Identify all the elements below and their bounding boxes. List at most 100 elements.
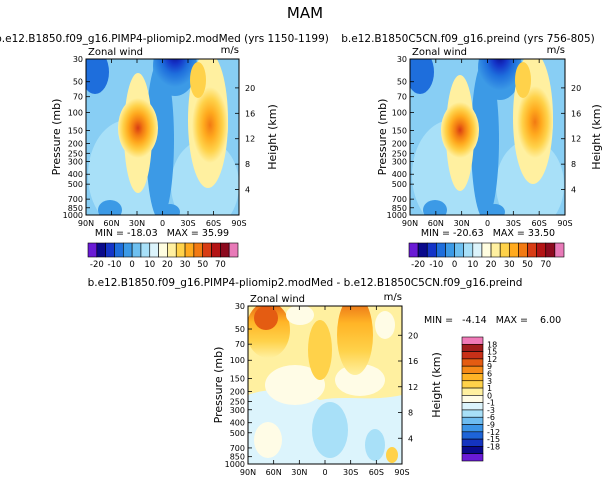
colorbar-box bbox=[193, 242, 204, 258]
x-tick-label: 60S bbox=[206, 219, 221, 228]
colorbar-box bbox=[175, 242, 186, 258]
y-right-tick-label: 20 bbox=[245, 84, 255, 93]
colorbar-box bbox=[461, 438, 484, 447]
panel-1-zonal-label: Zonal wind bbox=[88, 47, 143, 58]
x-tick-label: 0 bbox=[160, 219, 165, 228]
y-tick-label: 50 bbox=[397, 78, 407, 87]
colorbar-box bbox=[461, 431, 484, 440]
y-right-tick-label: 4 bbox=[245, 186, 250, 195]
colorbar-box bbox=[426, 242, 437, 258]
y-right-tick-label: 12 bbox=[408, 383, 418, 392]
x-tick-label: 60N bbox=[428, 219, 444, 228]
panel-3-units: m/s bbox=[384, 292, 402, 303]
y-tick-label: 70 bbox=[235, 340, 245, 349]
y-tick-label: 1000 bbox=[387, 211, 407, 220]
colorbar-box bbox=[508, 242, 519, 258]
x-tick-label: 90S bbox=[557, 219, 572, 228]
colorbar-label: -18 bbox=[487, 442, 500, 451]
colorbar-label: 0 bbox=[452, 260, 457, 270]
panel-2-ylabel-right: Height (km) bbox=[590, 104, 603, 170]
x-tick-label: 60N bbox=[266, 468, 282, 477]
colorbar-label: 30 bbox=[180, 260, 191, 270]
y-right-tick-label: 20 bbox=[408, 331, 418, 340]
y-tick-label: 850 bbox=[230, 453, 245, 462]
colorbar-box bbox=[463, 242, 474, 258]
colorbar-box bbox=[461, 380, 484, 389]
x-tick-label: 90N bbox=[402, 219, 418, 228]
colorbar-box bbox=[408, 242, 419, 258]
y-right-tick-label: 16 bbox=[408, 357, 418, 366]
y-tick-label: 150 bbox=[230, 375, 245, 384]
panel-1-ylabel-right: Height (km) bbox=[266, 104, 279, 170]
y-right-tick-label: 8 bbox=[245, 160, 250, 169]
x-tick-label: 30N bbox=[454, 219, 470, 228]
colorbar-label: -20 bbox=[411, 260, 425, 270]
colorbar-box bbox=[417, 242, 428, 258]
y-tick-label: 700 bbox=[230, 444, 245, 453]
y-tick-label: 250 bbox=[230, 398, 245, 407]
colorbar-box bbox=[87, 242, 98, 258]
colorbar-box bbox=[158, 242, 168, 258]
y-tick-label: 50 bbox=[235, 325, 245, 334]
colorbar-box bbox=[554, 242, 565, 258]
panel-3-field bbox=[248, 306, 402, 464]
colorbar-label: -10 bbox=[108, 260, 122, 270]
colorbar-label: -3 bbox=[487, 406, 495, 415]
panel-1-field bbox=[86, 59, 239, 215]
colorbar-box bbox=[461, 373, 484, 382]
panel-2-stats: MIN = -20.63 MAX = 33.50 bbox=[421, 228, 555, 239]
panel-3-zonal-label: Zonal wind bbox=[250, 294, 305, 305]
colorbar-box bbox=[436, 242, 446, 258]
y-tick-label: 100 bbox=[68, 109, 83, 118]
colorbar-box bbox=[454, 242, 465, 258]
panel-2-field bbox=[410, 59, 565, 215]
colorbar-label: 6 bbox=[487, 369, 492, 378]
panel-1-units: m/s bbox=[221, 45, 239, 56]
y-right-tick-label: 8 bbox=[408, 409, 413, 418]
colorbar-box bbox=[140, 242, 151, 258]
panel-2-units: m/s bbox=[547, 45, 565, 56]
colorbar-box bbox=[211, 242, 221, 258]
y-tick-label: 700 bbox=[68, 195, 83, 204]
x-tick-label: 30S bbox=[506, 219, 521, 228]
y-tick-label: 250 bbox=[68, 149, 83, 158]
colorbar-box bbox=[220, 242, 230, 258]
x-tick-label: 30S bbox=[180, 219, 195, 228]
x-tick-label: 30S bbox=[343, 468, 358, 477]
y-tick-label: 300 bbox=[230, 406, 245, 415]
y-tick-label: 400 bbox=[392, 170, 407, 179]
colorbar-box bbox=[545, 242, 556, 258]
colorbar-box bbox=[461, 336, 484, 345]
colorbar-box bbox=[461, 358, 484, 367]
x-tick-label: 90S bbox=[394, 468, 409, 477]
colorbar-box bbox=[461, 387, 484, 396]
colorbar-box bbox=[149, 242, 159, 258]
y-tick-label: 200 bbox=[230, 387, 245, 396]
y-tick-label: 500 bbox=[392, 180, 407, 189]
panel-1-stats: MIN = -18.03 MAX = 35.99 bbox=[95, 228, 229, 239]
colorbar-box bbox=[481, 242, 492, 258]
colorbar-label: 0 bbox=[129, 260, 134, 270]
x-tick-label: 90N bbox=[240, 468, 256, 477]
y-tick-label: 150 bbox=[392, 127, 407, 136]
colorbar-box bbox=[105, 242, 115, 258]
colorbar-box bbox=[536, 242, 547, 258]
x-tick-label: 60N bbox=[103, 219, 119, 228]
colorbar-label: 50 bbox=[197, 260, 208, 270]
figure-title: MAM bbox=[287, 4, 323, 22]
y-tick-label: 100 bbox=[392, 109, 407, 118]
panel-3-ylabel-right: Height (km) bbox=[430, 352, 443, 418]
y-tick-label: 1000 bbox=[63, 211, 83, 220]
panel-3-axes: 90N 60N 30N 0 30S 60S 90S 30 50 70 100 150 200 250300… bbox=[225, 302, 419, 477]
y-right-tick-label: 12 bbox=[245, 135, 255, 144]
colorbar-box bbox=[114, 242, 124, 258]
colorbar-box bbox=[228, 242, 239, 258]
y-tick-label: 150 bbox=[68, 127, 83, 136]
colorbar-label: 20 bbox=[162, 260, 173, 270]
colorbar-box bbox=[461, 395, 484, 403]
y-tick-label: 700 bbox=[392, 195, 407, 204]
colorbar-box bbox=[122, 242, 133, 258]
panel-3: b.e12.B1850.f09_g16.PIMP4-pliomip2.modMe… bbox=[88, 277, 562, 477]
colorbar-label: -20 bbox=[90, 260, 104, 270]
